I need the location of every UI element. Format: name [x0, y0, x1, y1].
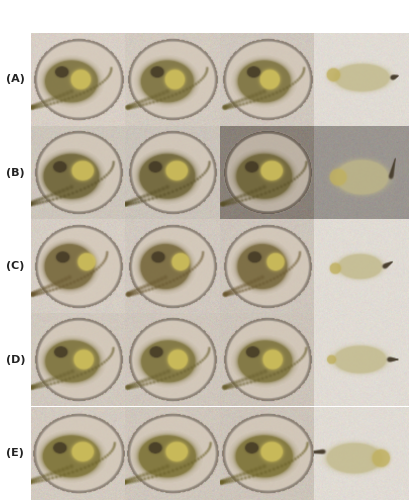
Text: (E): (E): [7, 448, 24, 458]
Text: 12 h: 12 h: [63, 10, 93, 22]
Text: 24 h: 24 h: [157, 10, 188, 22]
Text: 36 h: 36 h: [252, 10, 282, 22]
Text: (C): (C): [6, 261, 25, 271]
Text: (D): (D): [6, 355, 25, 364]
Text: 48 h: 48 h: [346, 10, 377, 22]
Text: (A): (A): [6, 74, 25, 84]
Text: (B): (B): [6, 168, 25, 178]
